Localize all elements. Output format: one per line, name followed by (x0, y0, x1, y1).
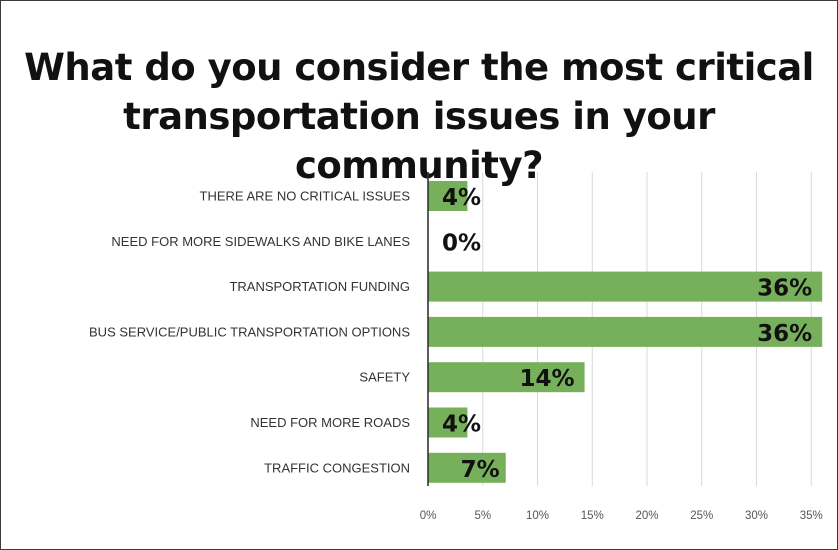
category-label-3: BUS SERVICE/PUBLIC TRANSPORTATION OPTION… (89, 324, 410, 339)
category-label-6: TRAFFIC CONGESTION (264, 460, 410, 475)
chart-title-line-2: transportation issues in your community? (123, 95, 715, 187)
category-label-5: NEED FOR MORE ROADS (250, 415, 410, 430)
chart-title-line-1: What do you consider the most critical (24, 46, 814, 89)
data-label-0: 4% (442, 185, 481, 211)
category-label-2: TRANSPORTATION FUNDING (229, 279, 410, 294)
data-label-1: 0% (442, 230, 481, 256)
x-tick-label-3: 15% (581, 510, 604, 522)
bar-2 (428, 271, 823, 302)
category-label-1: NEED FOR MORE SIDEWALKS AND BIKE LANES (111, 234, 410, 249)
data-label-3: 36% (757, 321, 812, 347)
x-tick-label-6: 30% (745, 510, 768, 522)
data-label-5: 4% (442, 412, 481, 438)
x-tick-label-5: 25% (690, 510, 713, 522)
bar-4 (428, 362, 585, 393)
bar-3 (428, 316, 823, 347)
x-tick-label-4: 20% (635, 510, 658, 522)
x-tick-label-1: 5% (474, 510, 491, 522)
chart-title: What do you consider the most critical t… (1, 43, 837, 190)
data-label-6: 7% (461, 457, 500, 483)
category-label-0: THERE ARE NO CRITICAL ISSUES (200, 189, 411, 204)
category-label-4: SAFETY (359, 370, 410, 385)
data-label-2: 36% (757, 276, 812, 302)
x-tick-label-7: 35% (800, 510, 823, 522)
data-label-4: 14% (520, 366, 575, 392)
bar-0 (428, 181, 468, 211)
x-tick-label-0: 0% (420, 510, 437, 522)
bar-6 (428, 452, 506, 483)
x-tick-label-2: 10% (526, 510, 549, 522)
bar-5 (428, 407, 468, 438)
